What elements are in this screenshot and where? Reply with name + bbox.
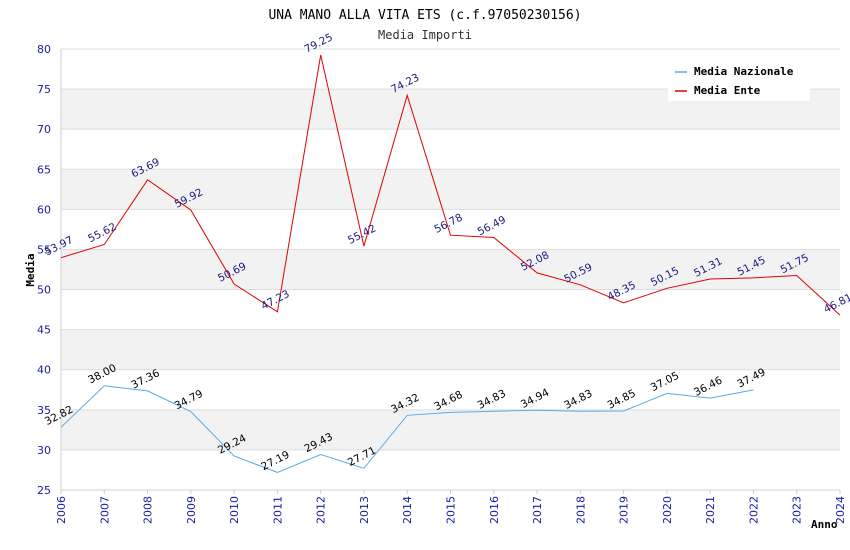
y-tick-label: 45 xyxy=(37,324,51,337)
x-tick-label: 2023 xyxy=(791,496,804,524)
data-label-ente: 55.42 xyxy=(346,222,378,246)
y-tick-label: 55 xyxy=(37,243,51,256)
legend-label-nazionale: Media Nazionale xyxy=(694,65,794,78)
y-tick-label: 65 xyxy=(37,163,51,176)
y-tick-label: 40 xyxy=(37,364,51,377)
data-label-nazionale: 34.85 xyxy=(606,387,638,411)
y-tick-label: 75 xyxy=(37,83,51,96)
y-axis-label: Media xyxy=(24,253,37,286)
x-tick-label: 2014 xyxy=(401,496,414,524)
legend-label-ente: Media Ente xyxy=(694,84,761,97)
data-label-ente: 79.25 xyxy=(303,31,335,55)
x-tick-label: 2021 xyxy=(704,496,717,524)
grid-band xyxy=(61,169,840,210)
x-tick-label: 2008 xyxy=(142,496,155,524)
data-label-nazionale: 34.94 xyxy=(519,386,552,410)
grid-band xyxy=(61,409,840,450)
data-label-ente: 56.78 xyxy=(432,212,464,236)
series-lines xyxy=(60,54,841,473)
data-label-ente: 46.81 xyxy=(822,291,850,315)
x-tick-label: 2018 xyxy=(574,496,587,524)
chart-subtitle: Media Importi xyxy=(378,28,472,42)
chart-title: UNA MANO ALLA VITA ETS (c.f.97050230156) xyxy=(268,8,581,23)
x-tick-label: 2011 xyxy=(271,496,284,524)
data-label-ente: 55.62 xyxy=(86,221,118,245)
data-label-nazionale: 36.46 xyxy=(692,374,725,398)
axes xyxy=(60,49,841,494)
y-tick-label: 60 xyxy=(37,203,51,216)
grid-lines xyxy=(61,48,840,491)
grid-band xyxy=(61,329,840,370)
x-tick-label: 2009 xyxy=(185,496,198,524)
legend: Media Nazionale Media Ente xyxy=(668,60,810,101)
x-tick-label: 2006 xyxy=(55,496,68,524)
legend-box xyxy=(668,60,810,101)
x-tick-label: 2010 xyxy=(228,496,241,524)
data-label-nazionale: 34.83 xyxy=(476,388,508,412)
x-axis-label: Anno xyxy=(811,518,838,531)
y-tick-label: 50 xyxy=(37,284,51,297)
y-tick-label: 70 xyxy=(37,123,51,136)
data-label-nazionale: 37.05 xyxy=(649,370,681,394)
x-tick-label: 2013 xyxy=(358,496,371,524)
x-tick-label: 2016 xyxy=(488,496,501,524)
data-label-nazionale: 27.19 xyxy=(259,449,291,473)
y-tick-label: 30 xyxy=(37,444,51,457)
series-line-media-ente xyxy=(60,54,841,316)
x-tick-label: 2020 xyxy=(661,496,674,524)
grid-bands xyxy=(61,89,840,450)
grid-band xyxy=(61,249,840,290)
x-tick-label: 2012 xyxy=(315,496,328,524)
x-tick-label: 2017 xyxy=(531,496,544,524)
data-label-ente: 47.23 xyxy=(259,288,291,312)
y-tick-labels: 25 30 35 40 45 50 55 60 65 70 75 80 xyxy=(37,43,51,497)
data-label-ente: 56.49 xyxy=(476,214,508,238)
data-label-nazionale: 34.83 xyxy=(562,388,594,412)
data-label-nazionale: 34.79 xyxy=(173,388,205,412)
y-tick-label: 80 xyxy=(37,43,51,56)
y-tick-label: 35 xyxy=(37,404,51,417)
series-line-media-nazionale xyxy=(60,385,754,473)
x-tick-label: 2019 xyxy=(618,496,631,524)
x-tick-label: 2015 xyxy=(445,496,458,524)
x-tick-label: 2024 xyxy=(834,496,847,524)
x-tick-label: 2007 xyxy=(98,496,111,524)
y-tick-label: 25 xyxy=(37,484,51,497)
x-tick-labels: 2006 2007 2008 2009 2010 2011 2012 2013 2014 2015… xyxy=(55,496,847,524)
x-tick-label: 2022 xyxy=(747,496,760,524)
data-label-nazionale: 37.36 xyxy=(129,367,162,391)
